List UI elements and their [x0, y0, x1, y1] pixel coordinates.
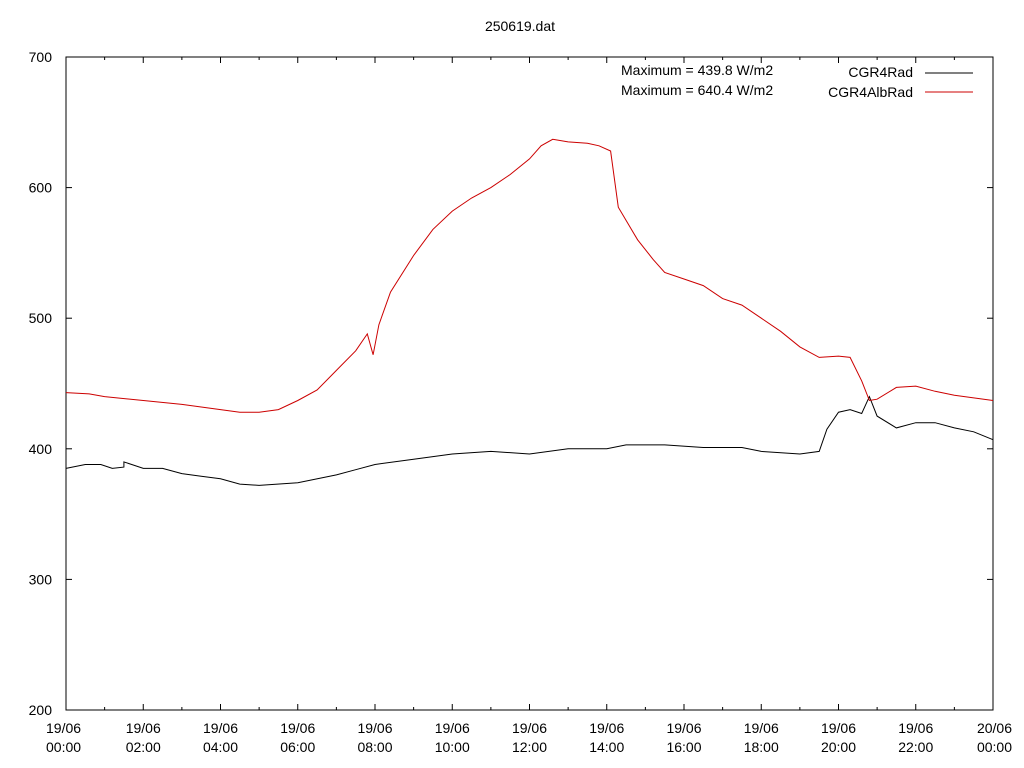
x-tick-label-date: 19/06	[280, 720, 315, 736]
x-tick-label-date: 19/06	[203, 720, 238, 736]
x-tick-label-date: 19/06	[126, 720, 161, 736]
x-tick-label-time: 20:00	[821, 739, 856, 755]
x-tick-label-time: 16:00	[666, 739, 701, 755]
x-tick-label-time: 10:00	[435, 739, 470, 755]
x-tick-label-date: 19/06	[512, 720, 547, 736]
axis-ticks: 200 300 400 500 600 700 19/06 00:00 19/06 02:00 19…	[29, 49, 1013, 755]
x-tick-label-time: 02:00	[126, 739, 161, 755]
series-line-cgr4rad	[65, 395, 994, 486]
x-tick-label-time: 14:00	[589, 739, 624, 755]
legend-label-cgr4rad: CGR4Rad	[848, 64, 913, 80]
x-tick-label-date: 19/06	[435, 720, 470, 736]
annotation-max-1: Maximum = 439.8 W/m2	[621, 62, 773, 78]
x-tick-label-date: 19/06	[589, 720, 624, 736]
x-tick-label-date: 19/06	[46, 720, 81, 736]
x-tick-label-time: 18:00	[744, 739, 779, 755]
x-tick-label-time: 00:00	[977, 739, 1012, 755]
x-tick-label-time: 08:00	[357, 739, 392, 755]
y-tick-label: 600	[29, 180, 53, 196]
legend-label-cgr4albrad: CGR4AlbRad	[828, 84, 913, 100]
series-line-cgr4albrad	[65, 138, 994, 413]
chart-title: 250619.dat	[485, 18, 555, 34]
x-tick-label-date: 19/06	[357, 720, 392, 736]
y-tick-label: 400	[29, 441, 53, 457]
x-tick-label-date: 19/06	[821, 720, 856, 736]
y-tick-label: 300	[29, 571, 53, 587]
y-tick-label: 700	[29, 49, 53, 65]
y-tick-label: 500	[29, 310, 53, 326]
y-tick-label: 200	[29, 702, 53, 718]
x-tick-label-time: 00:00	[46, 739, 81, 755]
x-tick-label-time: 06:00	[280, 739, 315, 755]
series-layer	[65, 138, 994, 486]
x-tick-label-date: 19/06	[898, 720, 933, 736]
x-tick-label-date: 19/06	[744, 720, 779, 736]
x-tick-label-time: 22:00	[898, 739, 933, 755]
annotation-max-2: Maximum = 640.4 W/m2	[621, 82, 773, 98]
x-tick-label-date: 19/06	[666, 720, 701, 736]
x-tick-label-time: 04:00	[203, 739, 238, 755]
x-tick-label-time: 12:00	[512, 739, 547, 755]
plot-frame	[65, 56, 994, 711]
x-tick-label-date: 20/06	[977, 720, 1012, 736]
